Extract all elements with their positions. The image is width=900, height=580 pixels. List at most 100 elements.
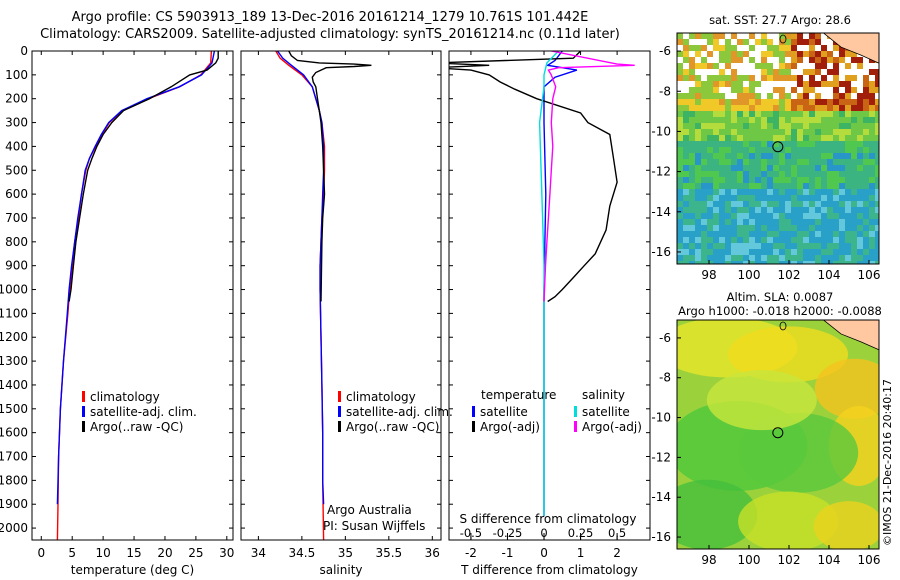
x-tick-label: 5 xyxy=(68,546,76,560)
depth-tick-label: 300 xyxy=(5,116,28,130)
depth-tick-label: 1100 xyxy=(0,306,28,320)
sst-cell xyxy=(767,69,773,75)
sst-cell xyxy=(797,153,803,159)
sst-cell xyxy=(761,171,767,177)
sst-cell xyxy=(695,147,701,153)
sst-cell xyxy=(707,135,713,141)
sst-cell xyxy=(701,201,707,207)
sst-cell xyxy=(749,63,755,69)
series-line-argo xyxy=(288,51,372,302)
sst-cell xyxy=(695,171,701,177)
sst-cell xyxy=(797,63,803,69)
sst-cell xyxy=(731,57,737,63)
series-line-satellite-adj-clim- xyxy=(56,51,216,505)
sst-cell xyxy=(761,45,767,51)
sst-cell xyxy=(797,207,803,213)
sst-cell xyxy=(815,51,821,57)
sst-cell xyxy=(725,159,731,165)
sst-cell xyxy=(863,75,869,81)
sst-cell xyxy=(779,231,785,237)
sst-cell xyxy=(719,231,725,237)
sst-cell xyxy=(797,129,803,135)
sst-cell xyxy=(695,111,701,117)
sst-cell xyxy=(677,123,683,129)
sst-cell xyxy=(755,147,761,153)
sst-cell xyxy=(875,255,879,261)
sst-cell xyxy=(737,261,743,264)
sst-cell xyxy=(821,177,827,183)
sst-cell xyxy=(761,123,767,129)
sst-cell xyxy=(713,153,719,159)
sst-cell xyxy=(791,99,797,105)
sst-cell xyxy=(761,207,767,213)
sst-cell xyxy=(707,243,713,249)
sst-cell xyxy=(791,81,797,87)
sst-cell xyxy=(731,237,737,243)
sst-cell xyxy=(689,261,695,264)
sst-cell xyxy=(719,147,725,153)
sst-cell xyxy=(749,159,755,165)
sst-cell xyxy=(689,201,695,207)
x-tick-label: 35 xyxy=(338,546,353,560)
sst-cell xyxy=(719,51,725,57)
sst-cell xyxy=(797,51,803,57)
sst-cell xyxy=(689,165,695,171)
sst-cell xyxy=(767,111,773,117)
sst-cell xyxy=(737,189,743,195)
sst-cell xyxy=(755,81,761,87)
sst-cell xyxy=(707,105,713,111)
sst-cell xyxy=(719,111,725,117)
sst-cell xyxy=(695,219,701,225)
sst-cell xyxy=(749,75,755,81)
sst-cell xyxy=(689,99,695,105)
sst-cell xyxy=(809,249,815,255)
sst-cell xyxy=(839,183,845,189)
sst-cell xyxy=(737,237,743,243)
sst-cell xyxy=(821,75,827,81)
sst-cell xyxy=(875,219,879,225)
sst-cell xyxy=(767,93,773,99)
sla-blob xyxy=(813,501,879,549)
sst-cell xyxy=(701,93,707,99)
sst-cell xyxy=(695,93,701,99)
sst-cell xyxy=(719,195,725,201)
sst-cell xyxy=(701,123,707,129)
sst-cell xyxy=(791,237,797,243)
sst-cell xyxy=(767,129,773,135)
sst-cell xyxy=(701,129,707,135)
sst-cell xyxy=(737,177,743,183)
sst-cell xyxy=(803,45,809,51)
sst-cell xyxy=(749,237,755,243)
map-x-tick-label: 98 xyxy=(701,268,716,282)
sst-cell xyxy=(809,117,815,123)
series-line-climatology xyxy=(56,51,213,540)
sst-cell xyxy=(725,147,731,153)
sst-cell xyxy=(725,201,731,207)
sst-cell xyxy=(755,99,761,105)
sst-cell xyxy=(713,117,719,123)
sst-cell xyxy=(803,99,809,105)
sst-cell xyxy=(749,57,755,63)
sst-cell xyxy=(815,171,821,177)
sst-cell xyxy=(707,69,713,75)
sst-cell xyxy=(797,105,803,111)
sst-cell xyxy=(815,177,821,183)
sst-cell xyxy=(743,135,749,141)
sst-cell xyxy=(785,69,791,75)
sst-cell xyxy=(749,141,755,147)
sst-cell xyxy=(701,39,707,45)
legend-swatch xyxy=(574,421,577,432)
sst-cell xyxy=(845,177,851,183)
sst-cell xyxy=(737,87,743,93)
sst-cell xyxy=(851,129,857,135)
sst-cell xyxy=(761,33,767,39)
sst-cell xyxy=(677,171,683,177)
sst-cell xyxy=(725,75,731,81)
sst-cell xyxy=(815,153,821,159)
sst-cell xyxy=(857,159,863,165)
sst-cell xyxy=(845,75,851,81)
sst-cell xyxy=(743,93,749,99)
sst-cell xyxy=(695,129,701,135)
sst-cell xyxy=(869,69,875,75)
sst-cell xyxy=(677,219,683,225)
